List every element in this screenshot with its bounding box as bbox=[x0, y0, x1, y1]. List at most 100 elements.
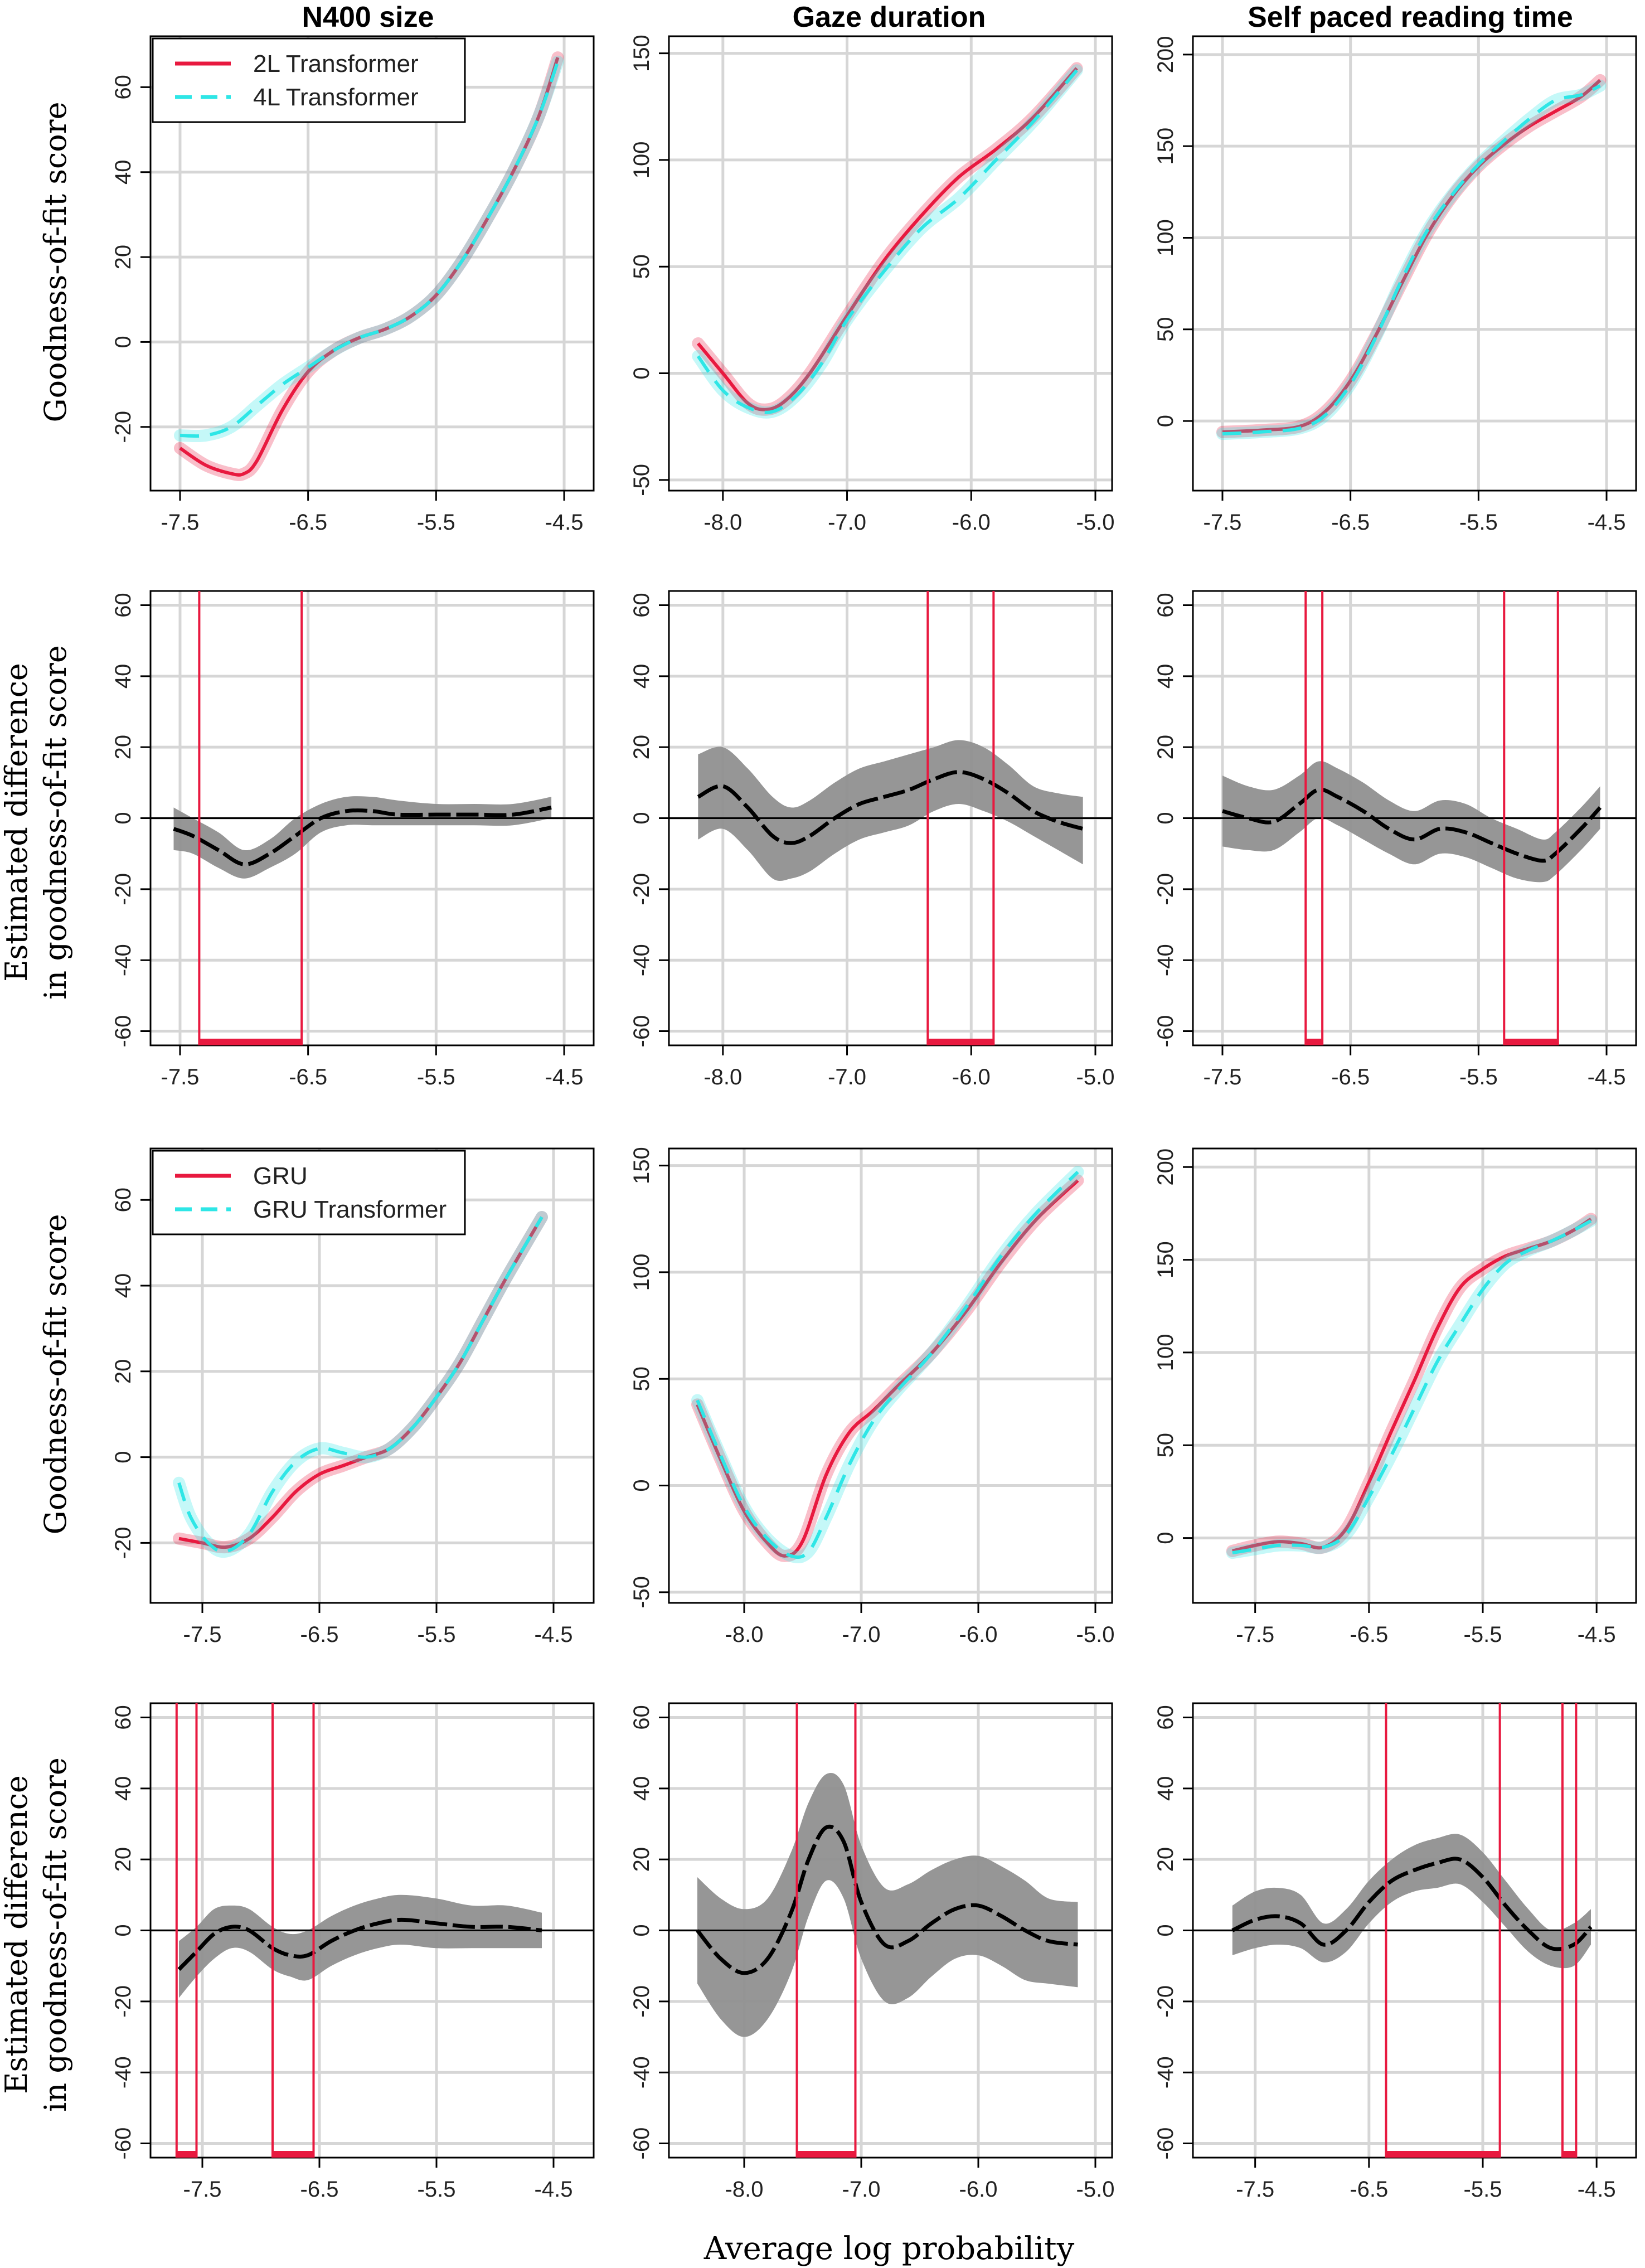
y-tick-label: 150 bbox=[1153, 128, 1178, 165]
legend: GRU GRU Transformer bbox=[152, 1150, 466, 1235]
y-tick-label: -40 bbox=[111, 2056, 135, 2088]
series-line-0 bbox=[1232, 1217, 1592, 1553]
y-tick-label: 100 bbox=[629, 1254, 654, 1291]
plot-area bbox=[151, 1703, 594, 2158]
y-tick-label: -40 bbox=[629, 944, 654, 976]
plot-frame bbox=[149, 1147, 595, 1604]
x-tick-label: -7.0 bbox=[842, 1622, 881, 1647]
interval-bar bbox=[1504, 1039, 1558, 1045]
series-line-0 bbox=[696, 67, 1078, 411]
series-line-1 bbox=[696, 69, 1078, 414]
x-tick-label: -5.5 bbox=[1464, 2177, 1502, 2202]
y-tick-label: 0 bbox=[1153, 812, 1178, 824]
x-tick-label: -7.5 bbox=[1236, 1622, 1274, 1647]
y-tick-label: -20 bbox=[111, 873, 135, 905]
y-tick-label: 60 bbox=[629, 593, 654, 618]
legend-label-0: 2L Transformer bbox=[253, 50, 419, 77]
ylabel-diff-row4-line1: Estimated difference bbox=[0, 1775, 34, 2094]
y-tick-label: 60 bbox=[111, 1705, 135, 1730]
y-tick-label: 60 bbox=[629, 1705, 654, 1730]
y-tick-label: 40 bbox=[111, 1273, 135, 1298]
x-tick-label: -7.5 bbox=[1204, 1065, 1242, 1089]
y-tick-label: 200 bbox=[1153, 36, 1178, 73]
ylabel-diff-row2-line1: Estimated difference bbox=[0, 663, 34, 982]
panels: -7.5 -6.5 -5.5 -4.5 -20 0 20 40 60 2L Transformer… bbox=[111, 35, 1637, 2202]
y-tick-label: -60 bbox=[629, 2128, 654, 2160]
plot-area bbox=[151, 591, 594, 1045]
y-tick-label: 20 bbox=[1153, 1847, 1178, 1872]
y-tick-label: -50 bbox=[629, 1576, 654, 1608]
y-tick-label: -50 bbox=[629, 464, 654, 496]
xlabel: Average log probability bbox=[703, 2231, 1075, 2267]
y-tick-label: -20 bbox=[111, 1985, 135, 2018]
x-tick-label: -7.5 bbox=[1204, 510, 1242, 535]
series-band-0 bbox=[692, 62, 1083, 416]
chart-panel-r0-c1: -8.0 -7.0 -6.0 -5.0 -50 0 50 100 150 bbox=[629, 35, 1114, 535]
x-tick-label: -5.0 bbox=[1076, 1622, 1115, 1647]
confidence-band bbox=[173, 796, 552, 879]
x-tick-label: -8.0 bbox=[703, 1065, 742, 1089]
y-tick-label: 40 bbox=[1153, 1776, 1178, 1801]
y-tick-label: -40 bbox=[1153, 944, 1178, 976]
x-tick-label: -7.0 bbox=[828, 510, 866, 535]
column-title-n400: N400 size bbox=[302, 1, 434, 33]
x-tick-label: -6.5 bbox=[300, 2177, 339, 2202]
confidence-band bbox=[1232, 1834, 1591, 1969]
x-tick-label: -5.5 bbox=[1464, 1622, 1502, 1647]
y-tick-label: 20 bbox=[111, 245, 135, 270]
y-tick-label: -20 bbox=[629, 873, 654, 905]
x-tick-label: -7.5 bbox=[161, 510, 200, 535]
y-tick-label: -20 bbox=[629, 1985, 654, 2018]
y-tick-label: -20 bbox=[1153, 873, 1178, 905]
y-tick-label: 40 bbox=[1153, 664, 1178, 689]
y-tick-label: 50 bbox=[629, 254, 654, 279]
legend-label-1: GRU Transformer bbox=[253, 1196, 447, 1223]
series-line-1 bbox=[1222, 84, 1601, 436]
x-tick-label: -5.0 bbox=[1076, 1065, 1115, 1089]
x-tick-label: -6.0 bbox=[959, 1622, 998, 1647]
x-tick-label: -4.5 bbox=[1578, 2177, 1616, 2202]
y-tick-label: -20 bbox=[1153, 1985, 1178, 2018]
interval-bar bbox=[1306, 1039, 1323, 1045]
x-tick-label: -5.0 bbox=[1076, 510, 1115, 535]
x-tick-label: -4.5 bbox=[545, 1065, 584, 1089]
y-tick-label: 150 bbox=[1153, 1241, 1178, 1278]
y-tick-label: -60 bbox=[111, 2128, 135, 2160]
chart-panel-r1-c0: -7.5 -6.5 -5.5 -4.5 -60 -40 -20 0 20 40 60 bbox=[111, 590, 595, 1089]
y-tick-label: 0 bbox=[111, 336, 135, 348]
series-band-0 bbox=[173, 1211, 548, 1554]
y-tick-label: -40 bbox=[111, 944, 135, 976]
plot-frame bbox=[668, 35, 1113, 492]
x-tick-label: -6.5 bbox=[1331, 1065, 1370, 1089]
column-title-spr: Self paced reading time bbox=[1248, 1, 1573, 33]
x-tick-label: -7.0 bbox=[828, 1065, 866, 1089]
legend-box bbox=[152, 37, 466, 123]
x-tick-label: -5.0 bbox=[1076, 2177, 1115, 2202]
y-tick-label: 0 bbox=[629, 367, 654, 379]
ylabel-fit-row1: Goodness-of-fit score bbox=[38, 101, 73, 422]
x-tick-label: -6.0 bbox=[952, 1065, 991, 1089]
chart-panel-r0-c2: -7.5 -6.5 -5.5 -4.5 0 50 100 150 200 bbox=[1153, 35, 1637, 535]
x-tick-label: -4.5 bbox=[1588, 510, 1626, 535]
x-tick-label: -4.5 bbox=[545, 510, 584, 535]
y-tick-label: 100 bbox=[629, 142, 654, 179]
y-tick-label: -60 bbox=[1153, 2128, 1178, 2160]
y-tick-label: 50 bbox=[1153, 317, 1178, 342]
y-tick-label: 200 bbox=[1153, 1148, 1178, 1186]
y-tick-label: 20 bbox=[629, 735, 654, 760]
chart-panel-r3-c1: -8.0 -7.0 -6.0 -5.0 -60 -40 -20 0 20 40 60 bbox=[629, 1702, 1115, 2202]
x-tick-label: -7.0 bbox=[842, 2177, 881, 2202]
y-tick-label: 60 bbox=[111, 75, 135, 100]
confidence-band bbox=[697, 1773, 1078, 2037]
x-tick-label: -7.5 bbox=[183, 2177, 222, 2202]
y-tick-label: 20 bbox=[111, 1847, 135, 1872]
mean-difference-line bbox=[696, 1824, 1078, 1975]
mean-difference-line bbox=[1222, 787, 1602, 863]
x-tick-label: -4.5 bbox=[1578, 1622, 1616, 1647]
x-tick-label: -7.5 bbox=[1236, 2177, 1274, 2202]
y-tick-label: 100 bbox=[1153, 1334, 1178, 1372]
ylabel-diff-row2-line2: in goodness-of-fit score bbox=[38, 645, 73, 1000]
series-line-0 bbox=[696, 1179, 1079, 1558]
y-tick-label: 50 bbox=[629, 1366, 654, 1392]
